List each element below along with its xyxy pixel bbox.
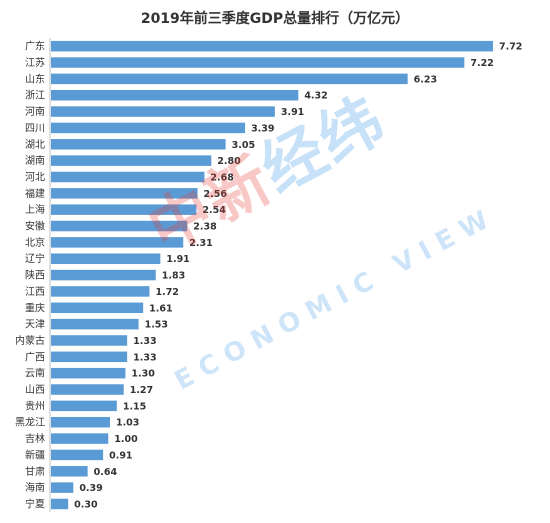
category-label: 新疆: [25, 448, 45, 461]
value-label: 0.91: [109, 450, 132, 461]
value-label: 1.15: [123, 401, 146, 412]
value-label: 1.33: [133, 336, 156, 347]
value-label: 1.27: [130, 385, 153, 396]
category-label: 黑龙江: [15, 416, 45, 429]
bar: [51, 171, 205, 183]
value-label: 0.30: [74, 499, 98, 510]
category-label: 吉林: [25, 432, 45, 445]
value-label: 1.00: [114, 434, 138, 445]
value-label: 1.53: [145, 320, 168, 331]
bar: [51, 302, 144, 314]
bar: [51, 335, 128, 346]
category-label: 浙江: [25, 90, 45, 102]
category-label: 云南: [25, 367, 45, 380]
category-label: 上海: [25, 203, 45, 216]
value-label: 1.61: [149, 303, 172, 314]
bar: [51, 57, 465, 68]
value-label: 3.05: [232, 140, 255, 151]
category-label: 广西: [25, 351, 45, 363]
value-label: 1.03: [116, 418, 139, 429]
bar: [51, 253, 161, 264]
value-label: 2.38: [193, 222, 217, 233]
chart-title: 2019年前三季度GDP总量排行（万亿元）: [140, 11, 410, 27]
bar: [51, 155, 212, 166]
value-label: 2.56: [204, 189, 228, 200]
bar: [51, 237, 184, 248]
category-label: 重庆: [25, 301, 45, 314]
category-label: 山西: [25, 384, 45, 396]
category-label: 陕西: [25, 269, 45, 282]
category-label: 海南: [25, 481, 45, 494]
bar: [51, 204, 197, 215]
value-label: 7.72: [499, 42, 522, 53]
bar: [51, 220, 188, 232]
bar: [51, 73, 408, 85]
value-label: 1.30: [131, 369, 155, 380]
value-label: 2.31: [189, 238, 212, 249]
category-label: 河南: [25, 105, 45, 118]
value-label: 3.91: [281, 107, 304, 118]
category-label: 甘肃: [25, 465, 45, 478]
value-label: 2.54: [202, 205, 226, 216]
category-label: 内蒙古: [15, 334, 45, 347]
bar: [51, 122, 246, 134]
bar: [51, 286, 150, 297]
bar: [51, 40, 493, 52]
bar: [51, 188, 198, 199]
category-label: 辽宁: [25, 252, 45, 265]
bar: [51, 106, 275, 117]
category-label: 贵州: [25, 399, 45, 412]
value-label: 0.64: [94, 467, 118, 478]
bar: [51, 433, 109, 444]
bar: [51, 318, 139, 330]
category-label: 广东: [25, 40, 45, 53]
value-label: 6.23: [414, 74, 437, 85]
category-label: 湖北: [25, 139, 45, 151]
bar: [51, 498, 69, 510]
bar: [51, 466, 88, 477]
value-label: 1.91: [166, 254, 189, 265]
category-label: 宁夏: [25, 497, 45, 510]
category-label: 江苏: [25, 56, 45, 69]
category-label: 四川: [25, 123, 45, 134]
bar: [51, 482, 74, 493]
bar: [51, 351, 128, 363]
value-label: 2.80: [217, 156, 241, 167]
category-label: 福建: [25, 187, 45, 200]
category-label: 北京: [25, 236, 45, 249]
category-label: 江西: [25, 286, 45, 298]
category-label: 山东: [25, 72, 45, 85]
value-label: 4.32: [304, 91, 327, 102]
value-label: 1.33: [133, 352, 156, 363]
bar: [51, 269, 156, 281]
category-label: 天津: [25, 319, 45, 331]
bar: [51, 400, 117, 412]
category-label: 湖南: [25, 154, 45, 167]
bar: [51, 449, 104, 461]
value-label: 7.22: [470, 58, 493, 69]
value-label: 1.72: [155, 287, 178, 298]
bar: [51, 384, 124, 395]
bar: [51, 367, 126, 379]
bar: [51, 416, 110, 428]
bar: [51, 89, 299, 101]
value-label: 0.39: [79, 483, 102, 494]
category-label: 安徽: [25, 220, 45, 233]
value-label: 3.39: [251, 123, 274, 134]
category-label: 河北: [25, 171, 45, 183]
value-label: 2.68: [210, 172, 234, 183]
value-label: 1.83: [162, 271, 185, 282]
bar: [51, 139, 226, 150]
